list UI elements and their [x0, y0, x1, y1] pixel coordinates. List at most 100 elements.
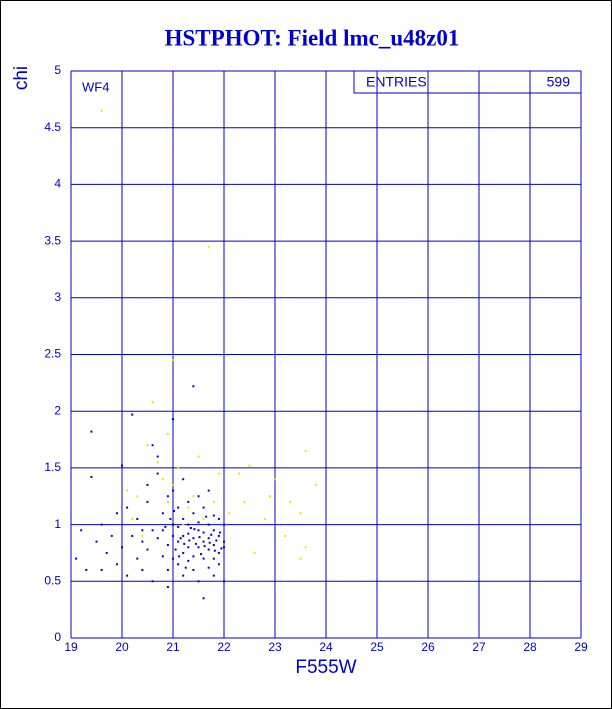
- x-tick-label: 19: [64, 640, 78, 654]
- point: [177, 525, 180, 528]
- point: [197, 546, 200, 549]
- x-tick-label: 22: [217, 640, 231, 654]
- y-tick-label: 3.5: [44, 233, 61, 247]
- y-tick-label: 1.5: [44, 460, 61, 474]
- point: [172, 359, 174, 362]
- point: [80, 529, 83, 532]
- point: [182, 517, 185, 520]
- point: [223, 523, 225, 526]
- annotation: WF4: [82, 79, 109, 94]
- point: [207, 245, 210, 248]
- point: [166, 432, 169, 435]
- point: [166, 544, 169, 547]
- point: [187, 500, 190, 503]
- x-tick-label: 25: [370, 640, 384, 654]
- point: [289, 500, 292, 503]
- point: [218, 531, 221, 534]
- point: [197, 529, 200, 532]
- point: [164, 525, 167, 528]
- point: [217, 551, 220, 554]
- point: [212, 500, 215, 503]
- point: [151, 444, 154, 447]
- point: [146, 548, 149, 551]
- point: [126, 574, 129, 577]
- point: [166, 568, 169, 571]
- point: [182, 523, 185, 526]
- point: [212, 514, 215, 517]
- point: [146, 483, 149, 486]
- point: [184, 566, 187, 569]
- point: [136, 517, 139, 520]
- point: [174, 548, 177, 551]
- point: [212, 574, 215, 577]
- point: [253, 551, 256, 554]
- point: [223, 540, 225, 543]
- point: [243, 500, 246, 503]
- point: [202, 540, 205, 543]
- point: [172, 418, 174, 421]
- point: [131, 413, 134, 416]
- point: [202, 517, 205, 520]
- point: [172, 483, 174, 486]
- point: [187, 532, 190, 535]
- point: [192, 385, 195, 388]
- point: [151, 529, 154, 532]
- point: [194, 542, 197, 545]
- y-tick-label: 0.5: [44, 573, 61, 587]
- point: [85, 568, 88, 571]
- point: [115, 512, 118, 515]
- point: [169, 517, 172, 520]
- point: [207, 489, 210, 492]
- y-tick-label: 2: [54, 403, 61, 417]
- point: [202, 531, 205, 534]
- point: [217, 534, 220, 537]
- point: [217, 517, 220, 520]
- point: [207, 537, 210, 540]
- point: [146, 444, 149, 447]
- x-tick-label: 27: [472, 640, 486, 654]
- y-tick-label: 2.5: [44, 347, 61, 361]
- point: [177, 506, 180, 509]
- stats-label: ENTRIES: [366, 74, 427, 90]
- point: [182, 551, 185, 554]
- y-tick-label: 1: [54, 517, 61, 531]
- point: [238, 472, 241, 475]
- x-axis-label: F555W: [295, 657, 356, 678]
- point: [110, 534, 113, 537]
- point: [197, 580, 200, 583]
- point: [182, 534, 185, 537]
- point: [146, 500, 149, 503]
- point: [131, 534, 134, 537]
- point: [228, 512, 231, 515]
- point: [299, 557, 302, 560]
- x-tick-label: 28: [523, 640, 537, 654]
- point: [105, 551, 108, 554]
- y-tick-label: 4.5: [44, 120, 61, 134]
- point: [197, 521, 200, 524]
- point: [100, 523, 103, 526]
- point: [198, 536, 201, 539]
- point: [115, 563, 118, 566]
- point: [284, 534, 287, 537]
- point: [172, 523, 174, 526]
- point: [299, 512, 302, 515]
- point: [187, 546, 190, 549]
- point: [141, 529, 144, 532]
- point: [177, 466, 180, 469]
- point: [205, 515, 208, 518]
- point: [172, 534, 174, 537]
- point: [304, 449, 307, 452]
- point: [182, 478, 185, 481]
- point: [217, 563, 220, 566]
- point: [126, 506, 129, 509]
- point: [177, 563, 180, 566]
- point: [136, 557, 139, 560]
- y-tick-label: 4: [54, 177, 61, 191]
- point: [131, 517, 134, 520]
- point: [213, 549, 216, 552]
- point: [192, 512, 195, 515]
- point: [141, 534, 144, 537]
- y-tick-label: 5: [54, 63, 61, 77]
- point: [207, 523, 210, 526]
